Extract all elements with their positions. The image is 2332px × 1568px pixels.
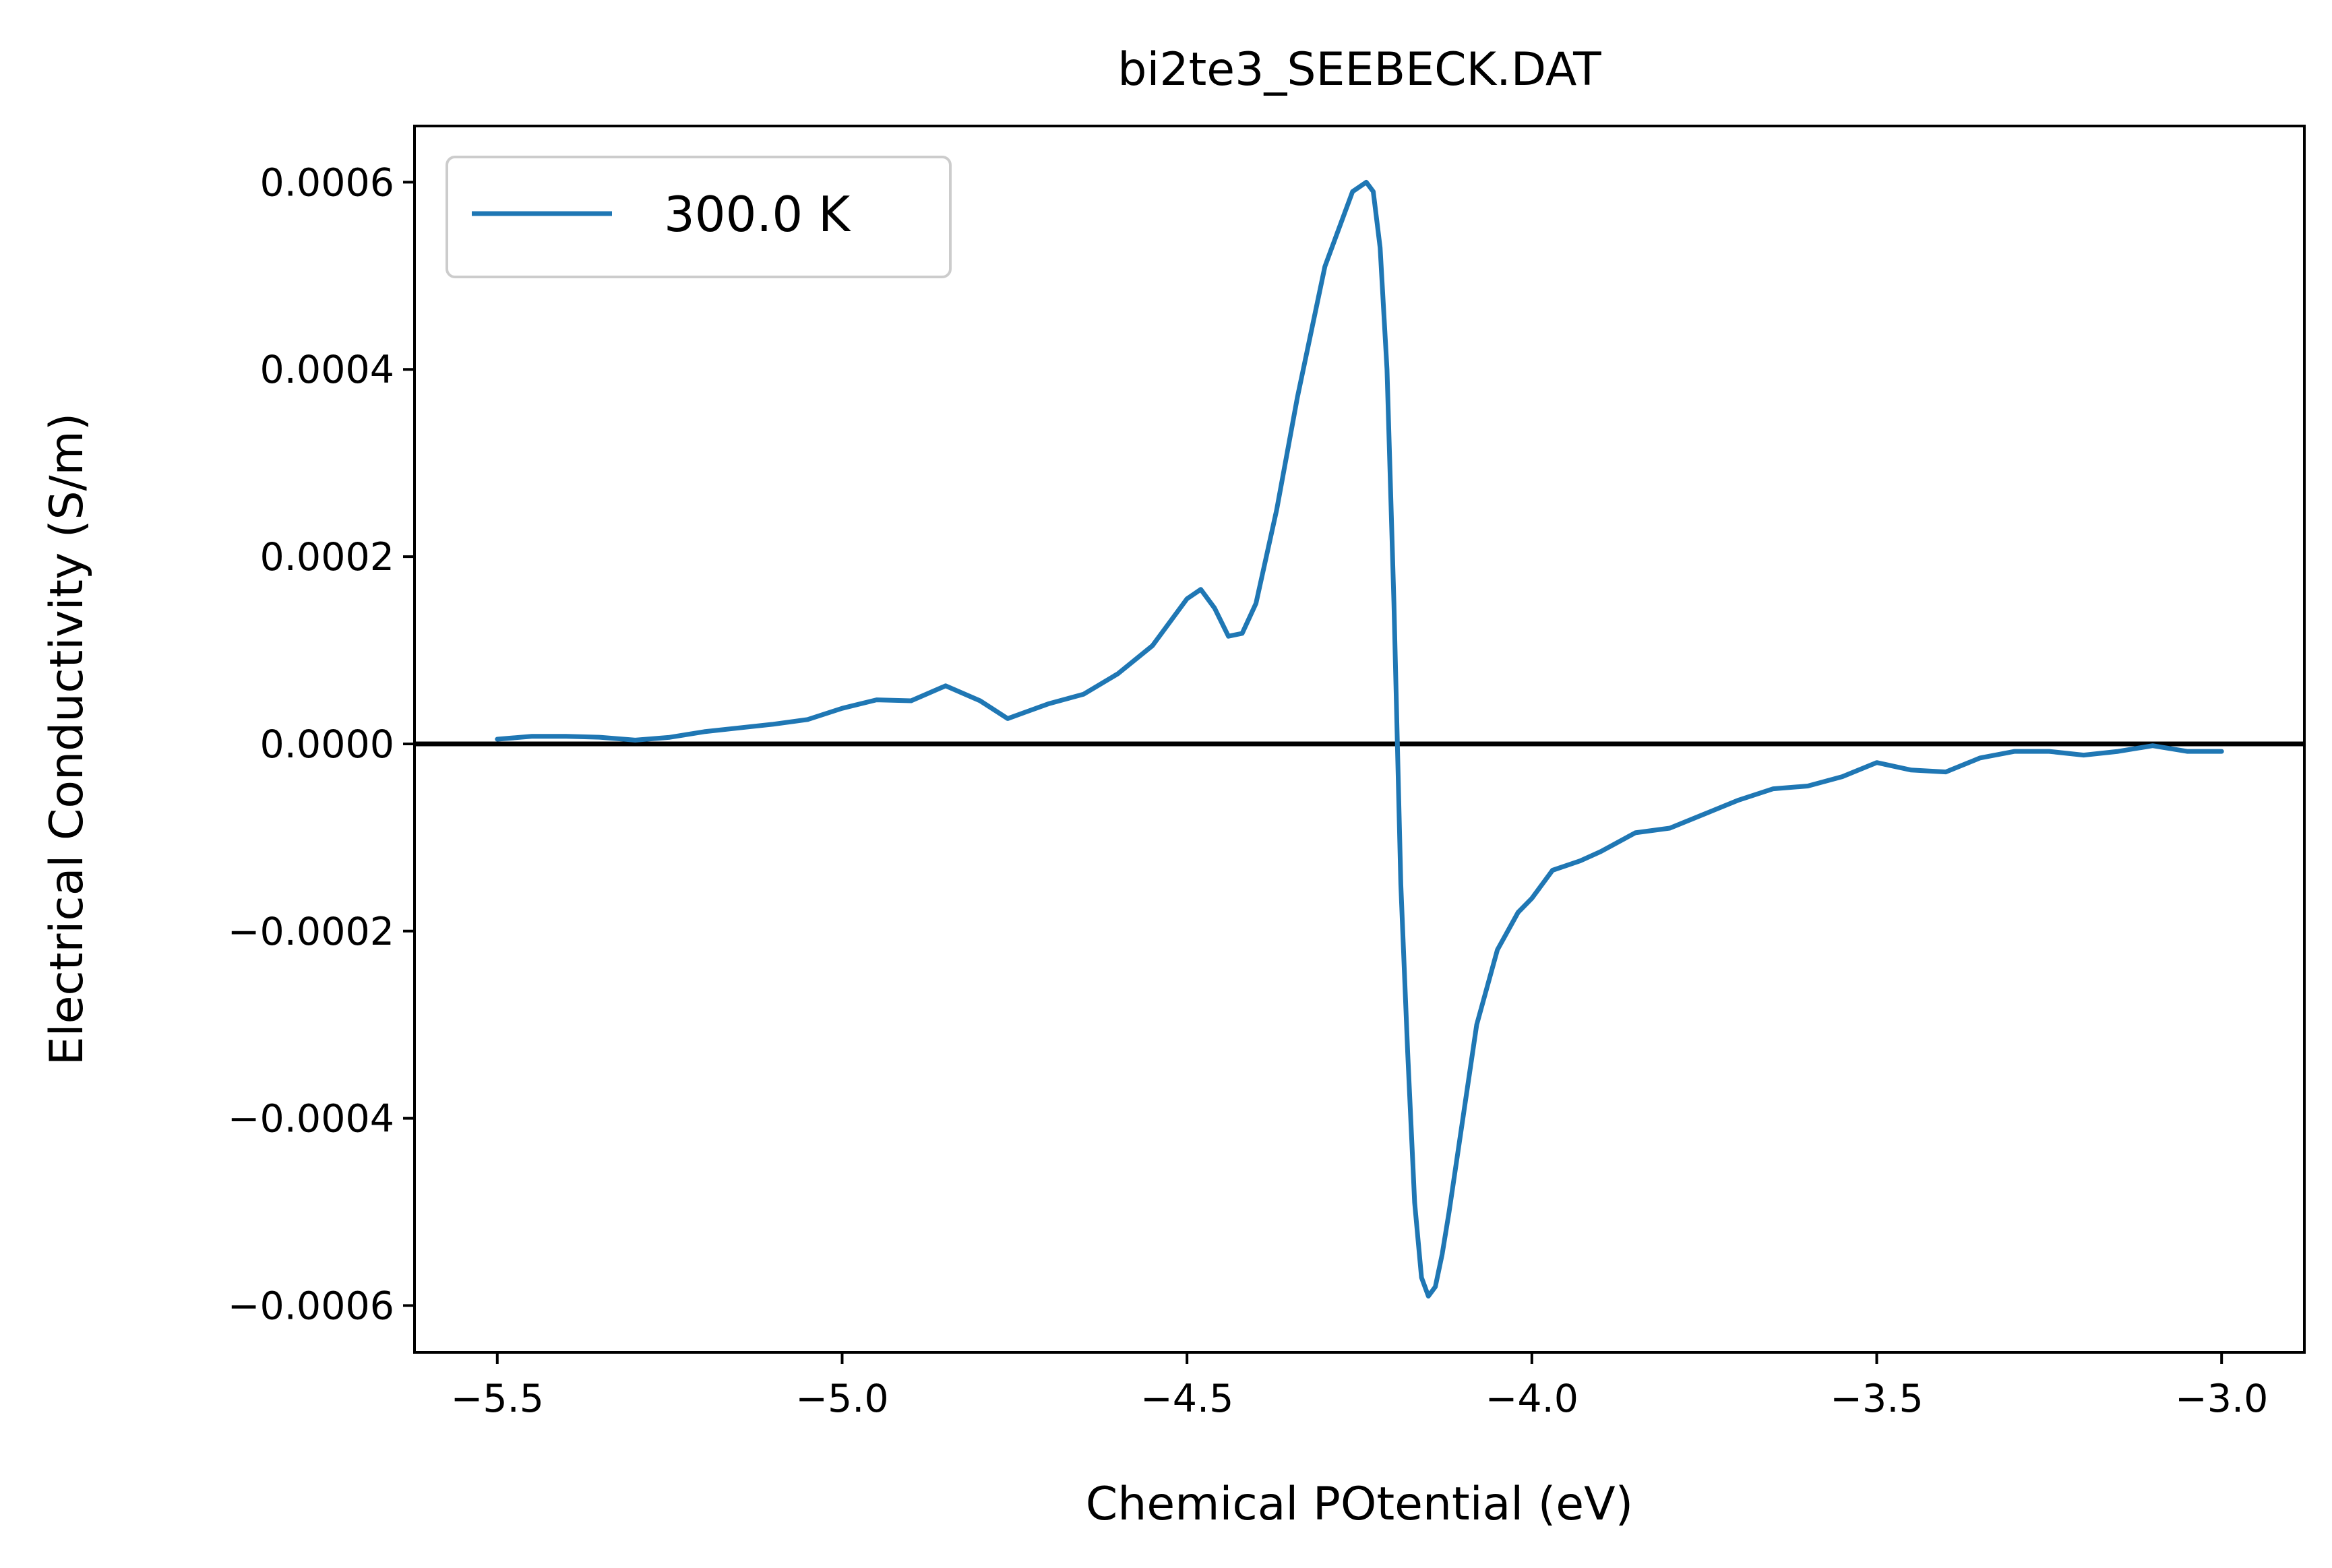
legend-box bbox=[446, 156, 952, 278]
chart-title: bi2te3_SEEBECK.DAT bbox=[1117, 43, 1601, 96]
series-line-0 bbox=[495, 179, 2224, 1299]
x-tick-label: −4.5 bbox=[1140, 1377, 1233, 1421]
x-tick-label: −3.0 bbox=[2175, 1377, 2268, 1421]
y-axis-label: Electrical Conductivity (S/m) bbox=[40, 413, 94, 1066]
x-tick-label: −5.5 bbox=[451, 1377, 544, 1421]
legend-label-0: 300.0 K bbox=[664, 186, 851, 243]
plot-area bbox=[413, 125, 2306, 1354]
x-tick-label: −5.0 bbox=[795, 1377, 888, 1421]
axis-ticks: −5.5 −5.0 −4.5 −4.0 −3.5 −3.0 0.0006 0.0004 0.00… bbox=[228, 160, 2269, 1421]
y-tick-label: 0.0004 bbox=[260, 348, 394, 392]
y-tick-label: 0.0002 bbox=[260, 535, 394, 579]
x-tick-label: −3.5 bbox=[1830, 1377, 1923, 1421]
axes-frame bbox=[413, 125, 2306, 1354]
y-tick-label: 0.0000 bbox=[260, 722, 394, 767]
y-tick-label: −0.0004 bbox=[228, 1097, 394, 1141]
y-tick-label: −0.0006 bbox=[228, 1284, 394, 1329]
legend: 300.0 K bbox=[446, 156, 952, 278]
y-tick-label: 0.0006 bbox=[260, 160, 394, 205]
y-tick-label: −0.0002 bbox=[228, 910, 394, 954]
x-axis-label: Chemical POtential (eV) bbox=[1086, 1478, 1633, 1531]
x-tick-label: −4.0 bbox=[1485, 1377, 1578, 1421]
